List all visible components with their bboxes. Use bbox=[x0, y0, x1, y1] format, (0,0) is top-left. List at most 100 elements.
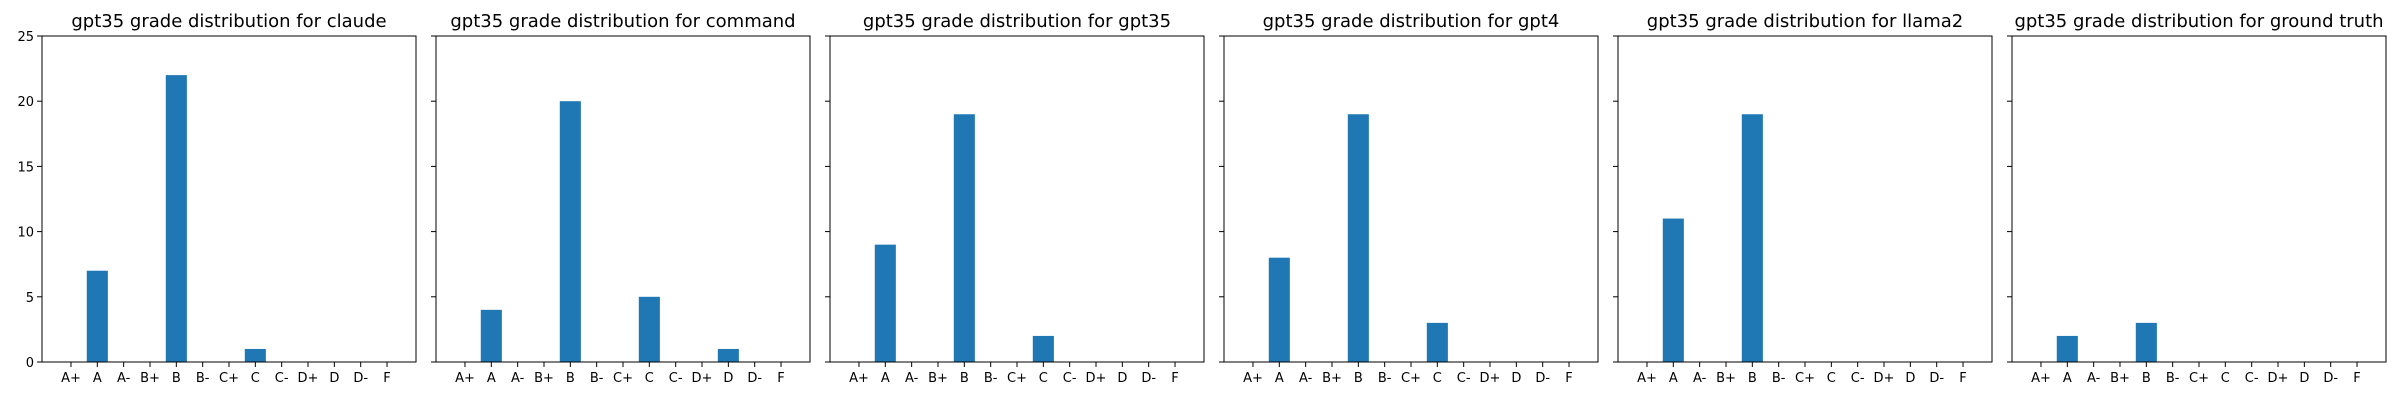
x-tick-label: D bbox=[723, 371, 733, 386]
chart-panel-5: gpt35 grade distribution for llama2 A+ A A-… bbox=[1613, 11, 1993, 386]
chart-panel-4: gpt35 grade distribution for gpt4 A+ A A- B+… bbox=[1219, 11, 1599, 386]
x-tick-label: D+ bbox=[692, 371, 713, 386]
x-tick-label: B bbox=[2142, 371, 2151, 386]
chart-panel-1: gpt35 grade distribution for claude A+ A A-… bbox=[17, 11, 417, 386]
x-tick-label: B- bbox=[1772, 371, 1786, 386]
x-tick-label: A+ bbox=[1637, 371, 1657, 386]
x-tick-label: C bbox=[1039, 371, 1048, 386]
bar-A bbox=[874, 244, 896, 362]
x-tick-label: A bbox=[881, 371, 890, 386]
x-tick-label: C bbox=[1827, 371, 1836, 386]
y-tick-label: 20 bbox=[17, 95, 34, 110]
x-tick-label: A- bbox=[905, 371, 919, 386]
x-tick-label: F bbox=[777, 371, 784, 386]
chart-title: gpt35 grade distribution for claude bbox=[71, 11, 386, 32]
x-tick-label: A- bbox=[511, 371, 525, 386]
x-tick-label: A bbox=[2063, 371, 2072, 386]
chart-title: gpt35 grade distribution for llama2 bbox=[1647, 11, 1963, 32]
bar-C bbox=[244, 348, 266, 362]
bar-C bbox=[1032, 335, 1054, 362]
x-tick-label: C+ bbox=[2189, 371, 2209, 386]
x-tick-label: F bbox=[2353, 371, 2360, 386]
chart-panel-2: gpt35 grade distribution for command A+ A A… bbox=[431, 11, 811, 386]
x-tick-label: A+ bbox=[1243, 371, 1263, 386]
x-tick-label: F bbox=[1959, 371, 1966, 386]
x-tick-label: A+ bbox=[849, 371, 869, 386]
bar-A bbox=[480, 309, 502, 362]
x-tick-label: A+ bbox=[2031, 371, 2051, 386]
x-tick-label: D bbox=[1905, 371, 1915, 386]
x-tick-label: A+ bbox=[455, 371, 475, 386]
bar-B bbox=[953, 114, 975, 363]
chart-title: gpt35 grade distribution for gpt35 bbox=[863, 11, 1171, 32]
x-tick-label: B+ bbox=[1716, 371, 1736, 386]
bar-B bbox=[165, 75, 187, 363]
x-tick-label: F bbox=[1565, 371, 1572, 386]
x-tick-label: B bbox=[1354, 371, 1363, 386]
x-tick-label: B bbox=[172, 371, 181, 386]
bar-C bbox=[638, 296, 660, 362]
x-tick-label: C- bbox=[2245, 371, 2259, 386]
x-tick-label: A+ bbox=[61, 371, 81, 386]
x-tick-label: F bbox=[1171, 371, 1178, 386]
x-tick-label: D+ bbox=[1874, 371, 1895, 386]
bar-B bbox=[1347, 114, 1369, 363]
x-tick-label: B bbox=[1748, 371, 1757, 386]
x-tick-label: B bbox=[960, 371, 969, 386]
x-tick-label: C bbox=[251, 371, 260, 386]
x-tick-label: B+ bbox=[1322, 371, 1342, 386]
plot-frame bbox=[2011, 35, 2387, 363]
x-tick-label: D+ bbox=[1480, 371, 1501, 386]
chart-title: gpt35 grade distribution for ground trut… bbox=[2014, 11, 2383, 32]
x-tick-label: D bbox=[1511, 371, 1521, 386]
chart-panel-3: gpt35 grade distribution for gpt35 A+ A A- B… bbox=[825, 11, 1205, 386]
bar-A bbox=[1662, 218, 1684, 362]
x-tick-label: C+ bbox=[1795, 371, 1815, 386]
bar-A bbox=[1268, 257, 1290, 362]
x-tick-label: A- bbox=[1693, 371, 1707, 386]
x-tick-label: B- bbox=[590, 371, 604, 386]
x-tick-label: B- bbox=[2166, 371, 2180, 386]
x-tick-label: C- bbox=[275, 371, 289, 386]
x-tick-label: C- bbox=[1063, 371, 1077, 386]
x-tick-label: A- bbox=[1299, 371, 1313, 386]
x-tick-label: B+ bbox=[928, 371, 948, 386]
x-tick-label: A bbox=[93, 371, 102, 386]
x-tick-label: C bbox=[645, 371, 654, 386]
x-tick-label: D bbox=[329, 371, 339, 386]
x-tick-label: D- bbox=[2323, 371, 2338, 386]
bar-A bbox=[2056, 335, 2078, 362]
x-tick-label: D bbox=[1117, 371, 1127, 386]
x-tick-label: B- bbox=[1378, 371, 1392, 386]
x-tick-label: D+ bbox=[2268, 371, 2289, 386]
x-tick-label: C- bbox=[669, 371, 683, 386]
chart-title: gpt35 grade distribution for command bbox=[450, 11, 795, 32]
x-tick-label: A bbox=[1669, 371, 1678, 386]
x-tick-label: D+ bbox=[1086, 371, 1107, 386]
y-tick-label: 10 bbox=[17, 226, 34, 241]
bar-A bbox=[86, 270, 108, 362]
y-tick-label: 5 bbox=[26, 291, 34, 306]
bar-C bbox=[1426, 322, 1448, 362]
chart-title: gpt35 grade distribution for gpt4 bbox=[1263, 11, 1560, 32]
bar-B bbox=[1741, 114, 1763, 363]
x-tick-label: D bbox=[2299, 371, 2309, 386]
x-tick-label: C+ bbox=[1007, 371, 1027, 386]
x-tick-label: A- bbox=[117, 371, 131, 386]
x-tick-label: B+ bbox=[534, 371, 554, 386]
x-tick-label: A bbox=[1275, 371, 1284, 386]
y-tick-label: 15 bbox=[17, 160, 34, 175]
x-tick-label: B+ bbox=[140, 371, 160, 386]
bar-B bbox=[559, 101, 581, 362]
x-tick-label: F bbox=[383, 371, 390, 386]
x-tick-label: C+ bbox=[1401, 371, 1421, 386]
x-tick-label: D- bbox=[1141, 371, 1156, 386]
x-tick-label: B- bbox=[984, 371, 998, 386]
x-tick-label: C bbox=[1433, 371, 1442, 386]
x-tick-label: C bbox=[2221, 371, 2230, 386]
chart-panel-6: gpt35 grade distribution for ground trut… bbox=[2007, 11, 2387, 386]
x-tick-label: D- bbox=[353, 371, 368, 386]
bar-D bbox=[717, 348, 739, 362]
x-tick-label: D+ bbox=[298, 371, 319, 386]
